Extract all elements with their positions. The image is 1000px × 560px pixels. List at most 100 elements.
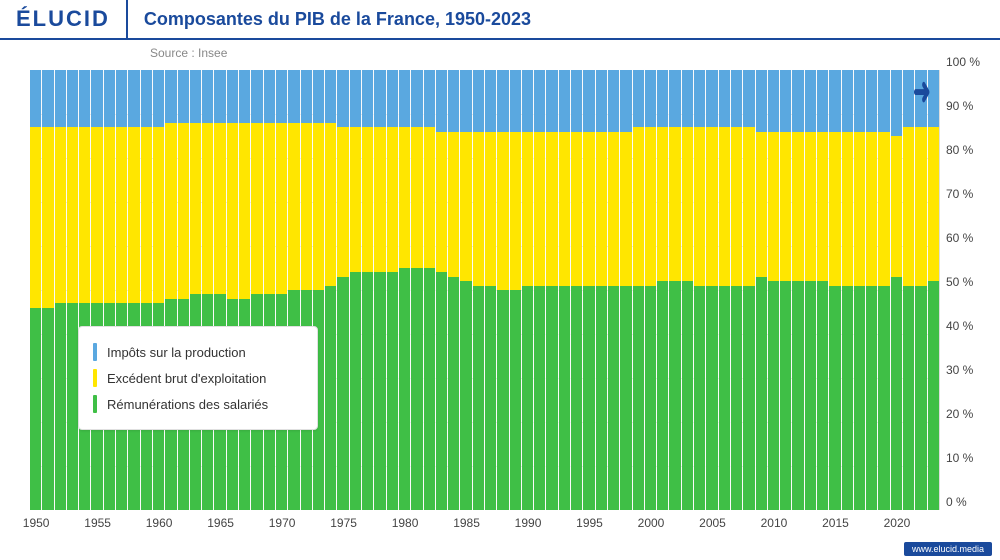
bar-2019 bbox=[878, 70, 889, 510]
bar-2013 bbox=[805, 70, 816, 510]
bar-1976 bbox=[350, 70, 361, 510]
bar-2017 bbox=[854, 70, 865, 510]
bar-1989 bbox=[510, 70, 521, 510]
bar-1966 bbox=[227, 70, 238, 510]
bar-1999 bbox=[633, 70, 644, 510]
bar-1950 bbox=[30, 70, 41, 510]
bar-1963 bbox=[190, 70, 201, 510]
y-tick-40: 40 % bbox=[946, 319, 973, 333]
bar-1969 bbox=[264, 70, 275, 510]
x-tick-1995: 1995 bbox=[576, 516, 603, 530]
x-tick-2015: 2015 bbox=[822, 516, 849, 530]
bar-2020 bbox=[891, 70, 902, 510]
bar-1988 bbox=[497, 70, 508, 510]
bar-1970 bbox=[276, 70, 287, 510]
y-tick-30: 30 % bbox=[946, 363, 973, 377]
bar-1998 bbox=[620, 70, 631, 510]
bar-1985 bbox=[460, 70, 471, 510]
bar-2015 bbox=[829, 70, 840, 510]
bar-2003 bbox=[682, 70, 693, 510]
chart-area: Impôts sur la productionExcédent brut d'… bbox=[30, 70, 940, 510]
bar-2018 bbox=[866, 70, 877, 510]
bar-1964 bbox=[202, 70, 213, 510]
bar-1984 bbox=[448, 70, 459, 510]
bar-2002 bbox=[669, 70, 680, 510]
legend-item-impots: Impôts sur la production bbox=[93, 339, 303, 365]
bar-2016 bbox=[842, 70, 853, 510]
bar-1980 bbox=[399, 70, 410, 510]
bar-2001 bbox=[657, 70, 668, 510]
bar-1975 bbox=[337, 70, 348, 510]
bar-1955 bbox=[91, 70, 102, 510]
stacked-bars bbox=[30, 70, 939, 510]
x-tick-1965: 1965 bbox=[207, 516, 234, 530]
bar-1995 bbox=[583, 70, 594, 510]
y-tick-10: 10 % bbox=[946, 451, 973, 465]
x-tick-1970: 1970 bbox=[269, 516, 296, 530]
x-tick-2000: 2000 bbox=[638, 516, 665, 530]
bar-1983 bbox=[436, 70, 447, 510]
bar-2022 bbox=[915, 70, 926, 510]
y-tick-90: 90 % bbox=[946, 99, 973, 113]
bar-1958 bbox=[128, 70, 139, 510]
bar-1952 bbox=[55, 70, 66, 510]
x-axis-labels: 1950195519601965197019751980198519901995… bbox=[30, 516, 940, 536]
y-tick-20: 20 % bbox=[946, 407, 973, 421]
bar-1960 bbox=[153, 70, 164, 510]
x-tick-2020: 2020 bbox=[884, 516, 911, 530]
x-tick-1950: 1950 bbox=[23, 516, 50, 530]
legend-item-remun: Rémunérations des salariés bbox=[93, 391, 303, 417]
bar-2021 bbox=[903, 70, 914, 510]
bar-2023 bbox=[928, 70, 939, 510]
bar-1986 bbox=[473, 70, 484, 510]
x-tick-2010: 2010 bbox=[761, 516, 788, 530]
bar-2008 bbox=[743, 70, 754, 510]
legend: Impôts sur la productionExcédent brut d'… bbox=[78, 326, 318, 430]
bar-1993 bbox=[559, 70, 570, 510]
bar-2010 bbox=[768, 70, 779, 510]
bar-1974 bbox=[325, 70, 336, 510]
bar-1953 bbox=[67, 70, 78, 510]
bar-1972 bbox=[301, 70, 312, 510]
bar-2014 bbox=[817, 70, 828, 510]
x-tick-1985: 1985 bbox=[453, 516, 480, 530]
bar-1959 bbox=[141, 70, 152, 510]
bar-1978 bbox=[374, 70, 385, 510]
bar-1991 bbox=[534, 70, 545, 510]
bar-1957 bbox=[116, 70, 127, 510]
bar-1954 bbox=[79, 70, 90, 510]
bar-1987 bbox=[485, 70, 496, 510]
footer-link[interactable]: www.elucid.media bbox=[904, 542, 992, 556]
bar-2005 bbox=[706, 70, 717, 510]
bar-2011 bbox=[780, 70, 791, 510]
bar-1982 bbox=[424, 70, 435, 510]
x-tick-1980: 1980 bbox=[392, 516, 419, 530]
bar-1990 bbox=[522, 70, 533, 510]
bar-2007 bbox=[731, 70, 742, 510]
bar-2004 bbox=[694, 70, 705, 510]
bar-1971 bbox=[288, 70, 299, 510]
x-tick-1960: 1960 bbox=[146, 516, 173, 530]
legend-item-ebe: Excédent brut d'exploitation bbox=[93, 365, 303, 391]
header: ÉLUCID Composantes du PIB de la France, … bbox=[0, 0, 1000, 40]
bar-1979 bbox=[387, 70, 398, 510]
bar-1967 bbox=[239, 70, 250, 510]
bar-1973 bbox=[313, 70, 324, 510]
y-tick-100: 100 % bbox=[946, 55, 980, 69]
plot-area bbox=[30, 70, 940, 510]
bar-1965 bbox=[214, 70, 225, 510]
y-tick-70: 70 % bbox=[946, 187, 973, 201]
bar-2000 bbox=[645, 70, 656, 510]
brand-logo: ÉLUCID bbox=[0, 0, 128, 38]
y-tick-50: 50 % bbox=[946, 275, 973, 289]
y-tick-60: 60 % bbox=[946, 231, 973, 245]
chart-title: Composantes du PIB de la France, 1950-20… bbox=[128, 9, 531, 30]
bar-1996 bbox=[596, 70, 607, 510]
bar-2006 bbox=[719, 70, 730, 510]
y-tick-0: 0 % bbox=[946, 495, 967, 509]
bar-1981 bbox=[411, 70, 422, 510]
bar-2012 bbox=[792, 70, 803, 510]
bar-1951 bbox=[42, 70, 53, 510]
bar-1997 bbox=[608, 70, 619, 510]
x-tick-1975: 1975 bbox=[330, 516, 357, 530]
